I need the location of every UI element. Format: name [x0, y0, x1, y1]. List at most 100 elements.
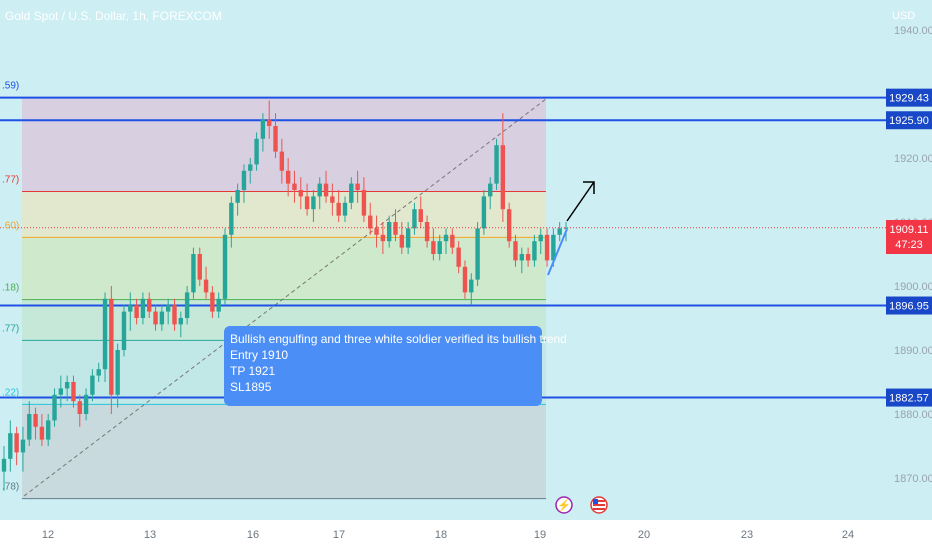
- candle-body: [14, 433, 19, 453]
- bar-countdown: 47:23: [895, 239, 923, 251]
- level-price-box: [886, 388, 932, 407]
- candle-body: [77, 401, 82, 414]
- candle-body: [368, 215, 373, 229]
- svg-text:⚡: ⚡: [557, 499, 571, 512]
- fib-level-labels: .59) .77) .60) .18) .77) .22) .78): [2, 81, 19, 493]
- candle-body: [431, 241, 436, 254]
- candle-body: [412, 209, 417, 229]
- fib-zone: [22, 404, 546, 499]
- level-price-labels: 1929.43 1925.90 1896.95 1882.57: [886, 88, 932, 407]
- candle-body: [235, 190, 240, 203]
- candle-body: [349, 183, 354, 203]
- candle-body: [298, 190, 303, 197]
- price-tick-label: 1900.00: [894, 281, 932, 293]
- candle-body: [336, 202, 341, 216]
- candle-body: [39, 426, 45, 440]
- candle-body: [273, 126, 278, 152]
- candle-body: [519, 254, 524, 261]
- time-axis-background: [0, 520, 932, 550]
- time-tick-label: 19: [534, 529, 546, 541]
- candle-body: [115, 350, 120, 395]
- candle-body: [58, 388, 64, 395]
- candle-body: [418, 209, 423, 222]
- candle-body: [525, 254, 531, 261]
- price-tick-label: 1890.00: [894, 345, 932, 357]
- projection-arrow[interactable]: [566, 181, 595, 222]
- candle-body: [292, 183, 297, 190]
- annotation-box: [224, 326, 542, 406]
- candlestick-series[interactable]: [1, 100, 569, 491]
- fib-level-label: .78): [2, 482, 19, 493]
- candle-body: [380, 234, 386, 242]
- fib-level-label: .22): [2, 387, 19, 398]
- price-tick-label: 1920.00: [894, 153, 932, 165]
- candle-body: [361, 190, 367, 216]
- fib-level-label: .60): [2, 220, 19, 231]
- candle-body: [513, 241, 518, 261]
- candle-body: [165, 305, 171, 312]
- candle-body: [304, 196, 310, 210]
- candle-body: [172, 305, 177, 325]
- candle-body: [140, 298, 146, 318]
- candle-body: [437, 241, 442, 254]
- level-price-text: 1929.43: [889, 93, 929, 105]
- lightning-event-icon[interactable]: ⚡: [555, 496, 573, 514]
- candle-body: [241, 170, 247, 190]
- candle-body: [109, 298, 114, 395]
- time-tick-label: 17: [333, 529, 345, 541]
- time-tick-label: 18: [435, 529, 447, 541]
- candle-body: [147, 298, 152, 312]
- level-price-text: 1882.57: [889, 393, 929, 405]
- candle-body: [159, 311, 165, 325]
- time-tick-label: 23: [741, 529, 753, 541]
- candle-body: [481, 196, 487, 229]
- candle-body: [134, 305, 139, 318]
- candle-body: [83, 394, 89, 414]
- candle-body: [96, 369, 101, 376]
- fib-level-label: .59): [2, 81, 19, 92]
- candle-body: [374, 228, 379, 235]
- candle-body: [216, 298, 221, 312]
- candle-body: [386, 222, 392, 242]
- us-flag-event-icon[interactable]: [590, 496, 608, 514]
- candle-body: [153, 311, 158, 325]
- candle-body: [311, 196, 316, 210]
- candle-body: [52, 394, 57, 421]
- current-price-label: 1909.11 47:23: [886, 220, 932, 254]
- time-tick-label: 20: [638, 529, 650, 541]
- candle-body: [267, 119, 272, 126]
- chart-title: Gold Spot / U.S. Dollar, 1h, FOREXCOM: [5, 9, 222, 23]
- fib-zone: [22, 191, 546, 238]
- price-tick-label: 1870.00: [894, 473, 932, 485]
- candle-body: [500, 145, 506, 210]
- time-tick-label: 13: [144, 529, 156, 541]
- annotation-line-4: SL1895: [230, 380, 272, 394]
- candle-body: [279, 151, 285, 171]
- candle-body: [203, 279, 209, 293]
- candle-body: [210, 292, 215, 312]
- fib-level-label: .18): [2, 283, 19, 294]
- candle-body: [424, 222, 430, 242]
- candle-body: [393, 222, 398, 235]
- level-price-text: 1896.95: [889, 301, 929, 313]
- annotation-line-3: TP 1921: [230, 364, 275, 378]
- candle-body: [8, 433, 13, 459]
- candle-body: [450, 234, 455, 248]
- arrow-head-icon: [583, 181, 595, 194]
- candle-body: [456, 247, 461, 267]
- candle-body: [330, 196, 335, 203]
- candle-body: [248, 164, 253, 171]
- price-axis-background: [886, 0, 932, 520]
- candle-body: [355, 183, 360, 190]
- annotation-callout[interactable]: Bullish engulfing and three white soldie…: [224, 326, 567, 406]
- annotation-line-1: Bullish engulfing and three white soldie…: [230, 332, 567, 346]
- projection-line[interactable]: [547, 228, 568, 276]
- candle-body: [557, 228, 562, 235]
- candle-body: [494, 145, 499, 184]
- time-axis[interactable]: 12 13 16 17 18 19 20 23 24: [42, 529, 854, 541]
- candle-body: [33, 414, 38, 427]
- candle-body: [399, 234, 405, 248]
- fib-trend-line: [23, 98, 547, 497]
- candle-body: [323, 183, 329, 197]
